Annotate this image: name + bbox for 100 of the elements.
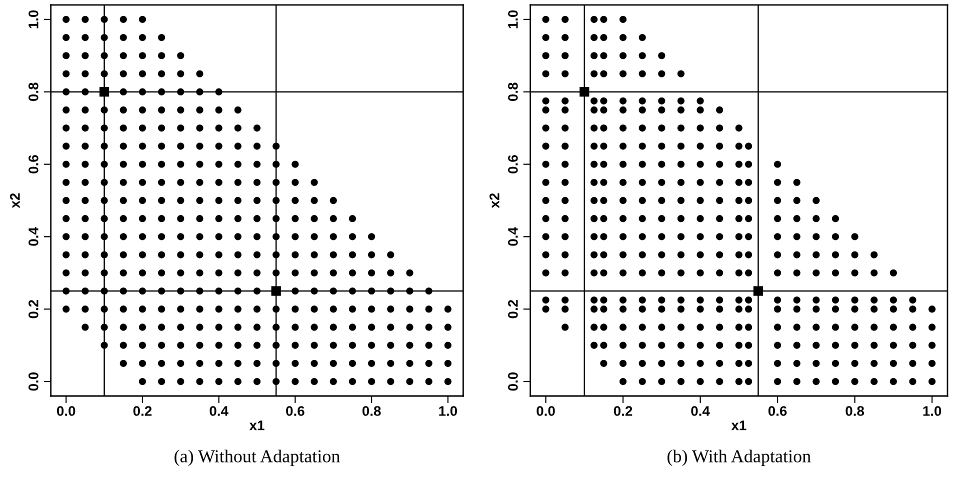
x-tick-label: 0.0 [56, 406, 76, 416]
point [600, 124, 608, 132]
point [542, 97, 550, 104]
point [234, 251, 242, 258]
point [196, 269, 204, 276]
point [696, 178, 704, 186]
point [253, 287, 261, 295]
point [120, 124, 127, 132]
point [177, 233, 184, 240]
point [677, 178, 685, 186]
x-tick-label: 0.4 [210, 406, 228, 416]
point [658, 142, 666, 150]
point [658, 306, 666, 313]
point [774, 360, 782, 367]
point [82, 106, 89, 114]
x-tick-label: 0.6 [768, 406, 787, 416]
point [638, 306, 646, 313]
point [330, 251, 337, 258]
point [215, 106, 222, 114]
point [745, 269, 752, 276]
point [928, 378, 936, 386]
point [677, 70, 685, 78]
point [832, 378, 840, 386]
point [62, 160, 70, 168]
point [82, 88, 89, 96]
point [310, 269, 318, 276]
point [82, 287, 89, 295]
point [177, 88, 184, 96]
point [870, 306, 878, 313]
point [590, 233, 598, 240]
point [253, 178, 261, 186]
point [851, 296, 858, 304]
point [120, 287, 127, 295]
point [138, 70, 146, 78]
point [406, 287, 414, 295]
point [619, 342, 627, 349]
point [735, 215, 742, 222]
point [716, 160, 724, 168]
point [590, 215, 598, 222]
point [310, 324, 318, 331]
point [542, 142, 550, 150]
point [890, 324, 897, 331]
point [677, 306, 685, 313]
point [177, 215, 184, 222]
point [100, 342, 108, 349]
point [735, 306, 742, 313]
point [890, 306, 897, 313]
point [292, 178, 299, 186]
point [310, 287, 318, 295]
point [909, 360, 916, 367]
y-tick-label: 0.4 [28, 227, 38, 246]
point [330, 215, 337, 222]
point [562, 196, 569, 204]
point [793, 324, 800, 331]
point [292, 233, 299, 240]
point [716, 215, 724, 222]
point [100, 251, 108, 258]
point [562, 124, 569, 132]
point [793, 360, 800, 367]
point [387, 360, 394, 367]
point [234, 160, 242, 168]
point [215, 324, 222, 331]
point [677, 196, 685, 204]
point [196, 287, 204, 295]
point [928, 324, 936, 331]
point [253, 196, 261, 204]
y-tick-label: 1.0 [508, 10, 518, 28]
x-axis-title: x1 [249, 420, 264, 430]
point [619, 97, 627, 104]
point [368, 306, 376, 313]
point [832, 233, 840, 240]
point [406, 342, 414, 349]
x-tick-label: 1.0 [923, 406, 942, 416]
point [196, 88, 204, 96]
point [444, 360, 452, 367]
point [120, 106, 127, 114]
point [600, 52, 608, 60]
point [177, 360, 184, 367]
point [638, 251, 646, 258]
point [735, 178, 742, 186]
y-tick-label: 1.0 [28, 10, 38, 28]
point [542, 269, 550, 276]
point [444, 306, 452, 313]
point [177, 178, 184, 186]
point [890, 360, 897, 367]
point [638, 378, 646, 386]
point [600, 269, 608, 276]
point [590, 269, 598, 276]
point [696, 160, 704, 168]
point [100, 233, 108, 240]
point [658, 160, 666, 168]
point [696, 233, 704, 240]
point [253, 269, 261, 276]
point [100, 160, 108, 168]
point [310, 178, 318, 186]
point [812, 196, 820, 204]
point [253, 378, 261, 386]
point [158, 124, 166, 132]
point [196, 233, 204, 240]
point [677, 324, 685, 331]
